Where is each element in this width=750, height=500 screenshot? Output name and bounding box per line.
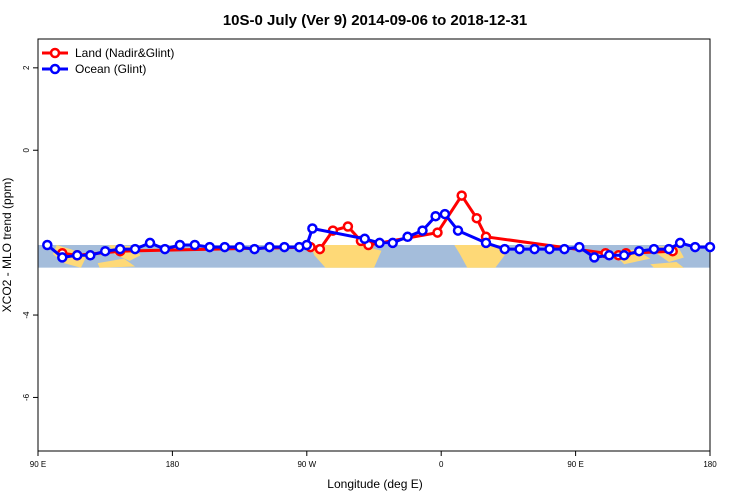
data-point [99, 245, 111, 257]
data-point [204, 241, 215, 253]
x-tick-label: 90 E [567, 460, 583, 469]
x-tick-label: 180 [703, 460, 717, 469]
data-point [249, 243, 260, 255]
x-tick-label: 90 W [297, 460, 316, 469]
data-point [387, 237, 398, 249]
data-point [314, 243, 326, 255]
legend-marker-ocean [49, 63, 61, 75]
data-point [589, 252, 600, 263]
data-point [279, 241, 290, 253]
data-point [219, 241, 230, 253]
data-point [439, 208, 451, 220]
map-land-south-america [310, 245, 382, 268]
data-point [514, 243, 525, 255]
series-layer [42, 190, 716, 263]
legend-entry-ocean: Ocean (Glint) [42, 62, 146, 76]
y-tick-label: 0 [22, 147, 31, 152]
legend-entry-land: Land (Nadir&Glint) [42, 46, 174, 60]
data-point [85, 250, 96, 261]
data-point [704, 241, 716, 253]
legend: Land (Nadir&Glint) Ocean (Glint) [42, 46, 174, 76]
y-axis-label: XCO2 - MLO trend (ppm) [0, 178, 14, 313]
data-point [174, 239, 186, 251]
data-point [402, 231, 413, 243]
map-land-australia-north [97, 258, 136, 268]
data-point [674, 237, 686, 249]
y-axis: 2 0 -4 -6 [22, 65, 38, 401]
y-tick-label: -4 [22, 311, 31, 319]
x-tick-label: 90 E [30, 460, 46, 469]
data-point [342, 221, 354, 232]
legend-label-ocean: Ocean (Glint) [75, 62, 146, 76]
map-land-australia-north-east [650, 262, 684, 268]
data-point [432, 227, 443, 238]
data-point [456, 190, 467, 201]
data-point [144, 237, 156, 249]
data-point [648, 243, 660, 255]
data-point [559, 243, 570, 255]
x-tick-label: 180 [166, 460, 180, 469]
data-point [544, 243, 555, 255]
data-point [374, 237, 385, 249]
data-point [480, 237, 492, 249]
data-point [234, 241, 245, 253]
data-point [663, 243, 675, 255]
data-point [114, 243, 126, 255]
y-tick-label: -6 [22, 393, 31, 401]
x-tick-label: 0 [439, 460, 444, 469]
y-tick-label: 2 [22, 65, 31, 70]
data-point [359, 233, 370, 245]
series-ocean [42, 208, 716, 263]
data-point [618, 250, 630, 261]
data-point [307, 223, 318, 234]
data-point [189, 239, 201, 251]
legend-marker-land [49, 47, 61, 59]
data-point [57, 252, 68, 263]
map-land-africa [454, 245, 507, 268]
data-point [129, 243, 141, 255]
data-point [471, 212, 482, 224]
data-point [603, 250, 615, 261]
data-point [301, 239, 313, 251]
data-point [71, 250, 83, 261]
x-axis-label: Longitude (deg E) [327, 477, 422, 491]
data-point [159, 243, 171, 255]
data-point [574, 241, 585, 253]
data-point [452, 225, 464, 236]
chart-title: 10S-0 July (Ver 9) 2014-09-06 to 2018-12… [223, 12, 527, 29]
data-point [42, 239, 53, 251]
data-point [264, 241, 275, 253]
data-point [529, 243, 540, 255]
x-axis: 90 E 180 90 W 0 90 E 180 [30, 451, 717, 469]
data-point [499, 243, 510, 255]
data-point [430, 210, 441, 222]
legend-label-land: Land (Nadir&Glint) [75, 46, 174, 60]
data-point [633, 245, 645, 257]
data-point [689, 241, 701, 253]
data-point [417, 225, 428, 236]
